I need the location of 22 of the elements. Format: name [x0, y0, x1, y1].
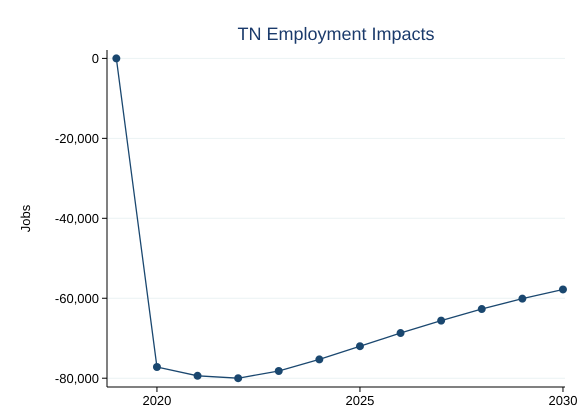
point — [194, 372, 202, 380]
chart-title: TN Employment Impacts — [237, 24, 435, 44]
x-tick-label: 2025 — [345, 393, 374, 408]
point — [356, 342, 364, 350]
y-tick-label: -80,000 — [54, 370, 99, 386]
point — [315, 355, 324, 364]
y-tick-label: -20,000 — [54, 130, 99, 146]
point — [558, 285, 567, 294]
point — [437, 316, 446, 325]
point — [112, 54, 120, 62]
point — [274, 367, 283, 376]
point — [518, 294, 526, 303]
point — [152, 363, 161, 372]
y-tick-label: -40,000 — [54, 210, 99, 226]
x-tick-label: 2020 — [142, 393, 172, 408]
y-tick-label: 0 — [92, 50, 99, 66]
x-tick-label: 2030 — [548, 393, 578, 408]
point — [234, 374, 242, 382]
y-axis-title: Jobs — [18, 204, 33, 232]
point — [478, 305, 486, 314]
point — [396, 329, 405, 338]
y-tick-label: -60,000 — [54, 290, 99, 306]
